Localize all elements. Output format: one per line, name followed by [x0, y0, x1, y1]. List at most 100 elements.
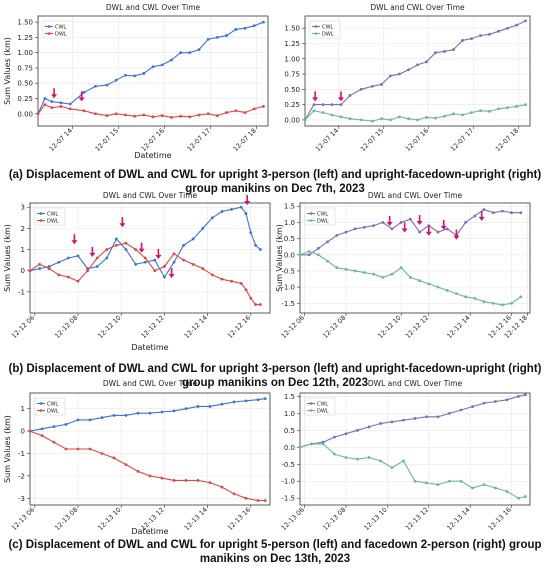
caption-b: (b) Displacement of DWL and CWL for upri… — [8, 363, 542, 389]
y-tick-label: 0.00 — [284, 116, 300, 124]
y-tick-label: 2 — [21, 225, 25, 233]
chart-c-right: DWL and CWL Over Time -1.5 -1.0 -0.5 0.0 0.5 1… — [280, 379, 531, 532]
data-point-cwl — [182, 243, 186, 247]
y-tick-label: 0.0 — [284, 444, 295, 452]
chart-b-left: DWL and CWL Over Time -1 0 1 2 3 12-12 06 12-12… — [3, 191, 271, 352]
data-point-cwl — [52, 425, 56, 428]
data-point-dwl — [133, 114, 137, 118]
data-point-cwl — [307, 253, 311, 257]
data-point-cwl — [225, 34, 229, 37]
data-point-dwl — [445, 288, 449, 292]
data-point-cwl — [510, 211, 513, 215]
x-tick-label: 12-07 14 — [48, 127, 74, 153]
data-point-dwl — [184, 478, 188, 482]
data-point-dwl — [517, 496, 520, 500]
y-tick-label: 0.75 — [284, 71, 300, 79]
x-tick-label: 12-12 08 — [53, 314, 79, 340]
data-point-dwl — [201, 267, 205, 270]
data-point-cwl — [471, 405, 474, 408]
plot-frame — [37, 15, 269, 127]
annotation-arrow-head — [138, 248, 145, 253]
y-tick-label: 0.50 — [284, 86, 300, 94]
data-point-cwl — [445, 227, 449, 231]
x-tick-label: 12-07 15 — [94, 127, 120, 153]
data-point-dwl — [356, 457, 359, 461]
data-point-cwl — [263, 397, 267, 400]
data-point-cwl — [249, 231, 253, 235]
data-point-dwl — [380, 117, 383, 121]
data-point-cwl — [390, 227, 394, 231]
data-point-cwl — [133, 74, 137, 78]
annotation-arrow-head — [416, 221, 423, 226]
data-point-cwl — [43, 97, 47, 100]
data-point-cwl — [524, 393, 527, 397]
data-point-dwl — [470, 111, 473, 114]
data-point-cwl — [201, 226, 205, 230]
data-point-cwl — [47, 265, 51, 268]
data-point-dwl — [407, 117, 410, 121]
caption-a: (a) Displacement of DWL and CWL for upri… — [8, 169, 542, 195]
y-tick-label: 1 — [21, 246, 25, 254]
legend-label: CWL — [47, 212, 58, 218]
data-point-cwl — [425, 415, 428, 419]
y-tick-label: 1.0 — [284, 219, 295, 227]
data-point-dwl — [452, 112, 455, 116]
data-point-cwl — [105, 83, 109, 87]
data-point-cwl — [413, 417, 417, 420]
chart-title: DWL and CWL Over Time — [103, 191, 198, 200]
data-point-dwl — [353, 269, 357, 273]
data-point-cwl — [57, 260, 61, 264]
data-point-dwl — [506, 106, 509, 110]
data-point-cwl — [64, 422, 68, 426]
data-point-dwl — [68, 107, 72, 111]
data-point-cwl — [524, 19, 527, 23]
y-tick-label: 1.00 — [17, 49, 33, 57]
data-point-cwl — [184, 407, 188, 411]
data-point-cwl — [344, 230, 348, 234]
data-point-dwl — [434, 116, 437, 120]
data-point-cwl — [40, 427, 44, 431]
x-axis-label: Datetime — [131, 527, 168, 536]
data-point-dwl — [196, 478, 200, 482]
data-point-dwl — [28, 269, 32, 273]
data-point-dwl — [482, 483, 486, 487]
data-point-cwl — [124, 414, 128, 417]
data-point-dwl — [36, 112, 40, 116]
data-point-dwl — [148, 474, 152, 478]
series-line-dwl — [29, 242, 261, 306]
series-line-dwl — [299, 443, 526, 499]
x-tick-label: 12-13 14 — [183, 506, 209, 532]
data-point-cwl — [418, 230, 421, 234]
data-point-cwl — [519, 211, 523, 215]
data-point-dwl — [95, 256, 99, 260]
data-point-cwl — [160, 410, 164, 414]
legend-label: CWL — [317, 402, 328, 408]
data-point-cwl — [142, 72, 146, 75]
data-point-dwl — [461, 113, 464, 117]
y-tick-label: 1.5 — [284, 393, 295, 401]
data-point-dwl — [172, 252, 176, 256]
data-point-dwl — [151, 115, 155, 119]
x-tick-label: 12-13 10 — [96, 506, 122, 532]
data-point-dwl — [100, 452, 104, 455]
chart-title: DWL and CWL Over Time — [103, 379, 198, 388]
data-point-dwl — [501, 303, 504, 307]
data-point-cwl — [243, 26, 247, 30]
annotation-arrow-head — [386, 222, 393, 226]
x-tick-label: 12-13 08 — [321, 506, 347, 532]
data-point-dwl — [425, 116, 428, 119]
data-point-dwl — [402, 459, 405, 463]
data-point-dwl — [76, 279, 80, 283]
data-point-dwl — [206, 112, 210, 116]
data-point-dwl — [252, 107, 256, 111]
x-tick-label: 12-13 12 — [404, 506, 430, 532]
data-point-cwl — [398, 72, 401, 76]
data-point-dwl — [409, 276, 412, 279]
data-point-dwl — [367, 456, 371, 459]
data-point-cwl — [124, 73, 127, 77]
data-point-cwl — [112, 414, 116, 417]
annotation-arrow-head — [312, 97, 319, 102]
x-tick-label: 12-07 16 — [404, 127, 430, 153]
data-point-cwl — [436, 230, 440, 234]
chart-a-left: DWL and CWL Over Time 0.00 0.25 0.50 0.75 1.0… — [3, 3, 269, 160]
